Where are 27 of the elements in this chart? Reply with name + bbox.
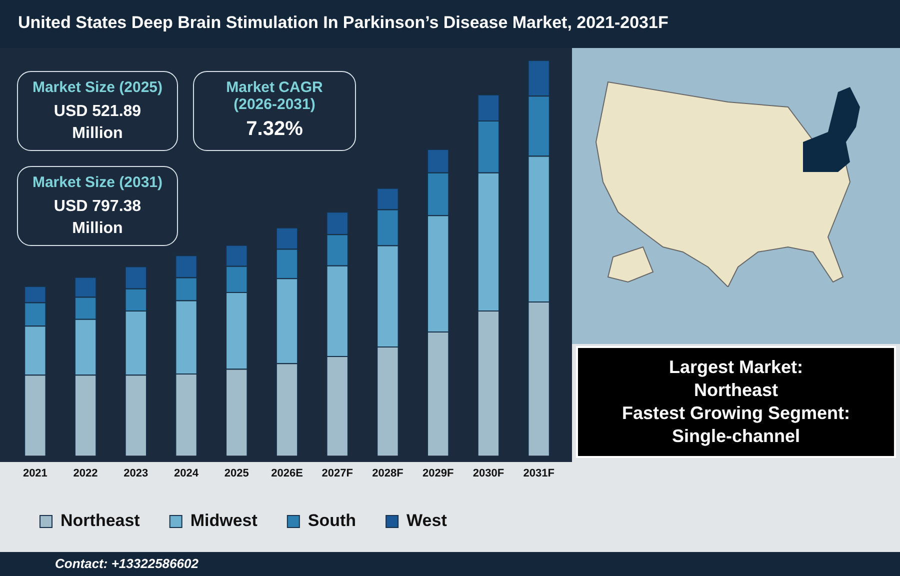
x-tick-label: 2029F — [422, 467, 454, 480]
x-tick-label: 2028F — [372, 467, 404, 480]
x-tick-label: 2025 — [224, 467, 249, 480]
annotation: Market Size (2031) — [31, 174, 164, 191]
annotation: Market CAGR (2026-2031) — [225, 79, 324, 113]
x-tick-label: 2023 — [124, 467, 148, 480]
x-tick-label: 2030F — [472, 467, 504, 480]
text: Fastest Growing Segment: — [620, 402, 852, 425]
text: Largest Market: — [668, 356, 804, 379]
text: Northeast — [692, 379, 779, 402]
x-tick-label: 2031F — [523, 467, 555, 480]
x-tick-label: 2024 — [174, 467, 200, 480]
annotation: Market Size (2025) — [31, 79, 164, 96]
text: Single-channel — [670, 425, 802, 448]
legend-label: Midwest — [190, 511, 258, 530]
x-tick-label: 2021 — [22, 467, 48, 480]
annotation: 7.32% — [245, 118, 304, 140]
x-tick-label: 2026E — [271, 467, 303, 480]
annotation: USD 521.89 Million — [52, 102, 142, 144]
legend-label: Northeast — [60, 511, 140, 530]
x-tick-label: 2022 — [73, 467, 98, 480]
legend-label: South — [308, 511, 356, 530]
legend-label: West — [406, 511, 448, 530]
x-tick-label: 2027F — [322, 467, 354, 480]
chart-title: United States Deep Brain Stimulation In Parkinson’s Disease Market, 2021-2031F — [18, 13, 668, 33]
annotation: USD 797.38 Million — [52, 197, 142, 239]
text: Contact: +13322586602 — [55, 556, 198, 571]
